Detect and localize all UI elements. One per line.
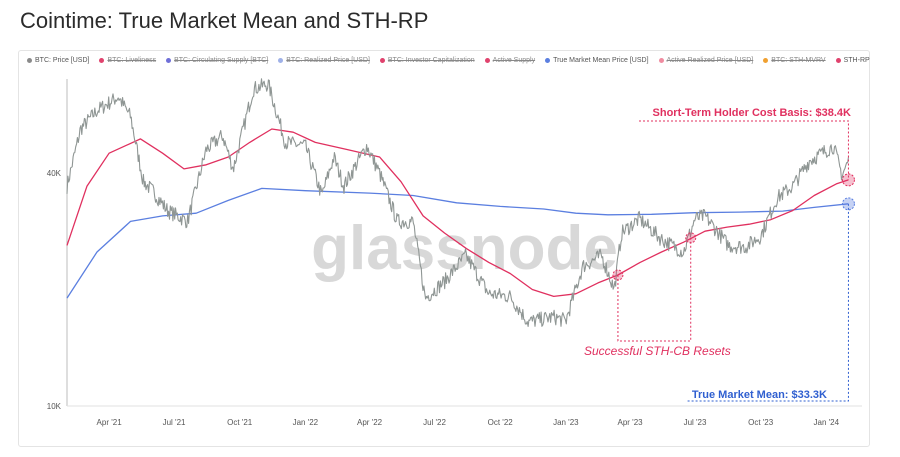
x-tick-label: Oct '21: [227, 418, 253, 427]
chart-legend: BTC: Price [USD] BTC: Liveliness BTC: Circ…: [27, 57, 870, 71]
legend-item-0[interactable]: BTC: Price [USD]: [27, 57, 89, 64]
legend-label: Active Realized Price [USD]: [666, 57, 754, 64]
legend-item-1[interactable]: BTC: Liveliness: [99, 57, 156, 64]
legend-label: BTC: STH-MVRV: [771, 57, 826, 64]
sth-cb-leader: [639, 120, 849, 180]
legend-item-8[interactable]: BTC: STH-MVRV: [763, 57, 826, 64]
legend-item-6[interactable]: True Market Mean Price [USD]: [545, 57, 649, 64]
legend-item-9[interactable]: STH-RP: [835, 57, 870, 64]
legend-label: True Market Mean Price [USD]: [553, 57, 649, 64]
series-line-sthrp: [66, 128, 849, 298]
series-line-price: [66, 78, 849, 327]
legend-item-3[interactable]: BTC: Realized Price [USD]: [278, 57, 370, 64]
legend-dot-icon: [763, 57, 769, 63]
legend-item-5[interactable]: Active Supply: [484, 57, 536, 64]
resets-bracket: [617, 237, 692, 342]
watermark-logo: glassnode: [311, 214, 618, 283]
x-tick-label: Apr '22: [357, 418, 383, 427]
resets-label: Successful STH-CB Resets: [584, 344, 731, 358]
marker-sthrp-2: [841, 173, 855, 187]
sth-cb-label: Short-Term Holder Cost Basis: $38.4K: [653, 107, 852, 119]
legend-item-7[interactable]: Active Realized Price [USD]: [658, 57, 754, 64]
marker-sthrp-1: [685, 232, 697, 244]
legend-item-2[interactable]: BTC: Circulating Supply [BTC]: [166, 57, 268, 64]
legend-dot-icon: [379, 57, 385, 63]
legend-label: BTC: Circulating Supply [BTC]: [174, 57, 269, 64]
legend-dot-icon: [99, 57, 105, 63]
chart-svg: glassnode 10K 40K Apr '21 Jul '21 Oct '21 Jan…: [47, 78, 862, 427]
x-tick-label: Oct '23: [748, 418, 774, 427]
tmm-leader: [687, 203, 849, 402]
x-tick-label: Jul '22: [423, 418, 446, 427]
page-title: Cointime: True Market Mean and STH-RP: [20, 8, 429, 33]
legend-dot-icon: [166, 57, 172, 63]
legend-dot-icon: [658, 57, 664, 63]
marker-tmm-3: [841, 197, 855, 211]
legend-dot-icon: [27, 57, 32, 63]
legend-dot-icon: [278, 57, 284, 63]
x-tick-label: Jan '23: [553, 418, 579, 427]
legend-label: STH-RP: [843, 57, 870, 64]
legend-label: BTC: Price [USD]: [35, 57, 90, 64]
x-tick-label: Oct '22: [488, 418, 514, 427]
legend-dot-icon: [835, 57, 841, 63]
y-tick-label: 40K: [47, 169, 62, 178]
chart-card: BTC: Price [USD] BTC: Liveliness BTC: Circ…: [18, 50, 870, 447]
legend-label: BTC: Liveliness: [107, 57, 157, 64]
marker-sthrp-0: [612, 269, 624, 281]
legend-label: BTC: Realized Price [USD]: [286, 57, 370, 64]
y-tick-label: 10K: [47, 402, 62, 411]
legend-dot-icon: [545, 57, 551, 63]
legend-dot-icon: [484, 57, 490, 63]
tmm-label: True Market Mean: $33.3K: [692, 389, 827, 401]
legend-label: Active Supply: [492, 57, 536, 64]
legend-label: BTC: Investor Capitalization: [387, 57, 475, 64]
x-tick-label: Jan '24: [814, 418, 840, 427]
legend-item-4[interactable]: BTC: Investor Capitalization: [379, 57, 475, 64]
x-tick-label: Jan '22: [293, 418, 319, 427]
x-tick-label: Apr '21: [97, 418, 123, 427]
x-tick-label: Apr '23: [618, 418, 644, 427]
x-tick-label: Jul '23: [684, 418, 707, 427]
x-tick-label: Jul '21: [163, 418, 186, 427]
